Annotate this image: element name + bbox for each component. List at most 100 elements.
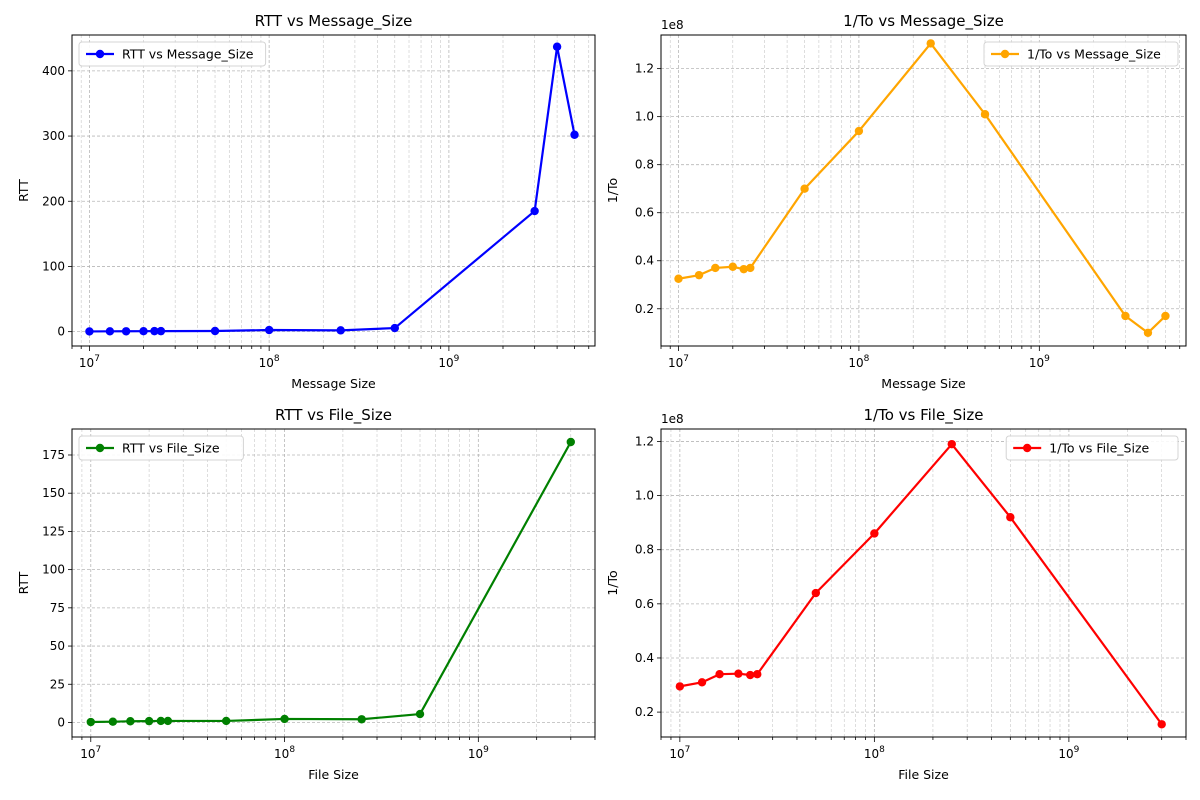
data-point — [728, 262, 737, 271]
y-tick-label: 400 — [42, 64, 65, 78]
data-point — [156, 326, 166, 336]
legend: RTT vs File_Size — [78, 435, 244, 461]
data-point — [746, 670, 755, 680]
data-point — [108, 717, 118, 726]
series-line — [90, 441, 572, 724]
x-tick-label: 108 — [864, 745, 885, 761]
data-point — [1161, 311, 1170, 321]
chart-title: 1/To vs File_Size — [863, 406, 983, 425]
x-axis-label: Message Size — [881, 376, 966, 391]
data-point — [144, 716, 154, 726]
data-point — [1121, 311, 1130, 321]
data-point — [800, 184, 809, 193]
data-point — [1157, 720, 1166, 729]
y-scale-label: 1e8 — [661, 18, 684, 32]
data-point — [711, 263, 720, 273]
chart-title: RTT vs File_Size — [275, 406, 392, 425]
y-tick-label: 200 — [42, 194, 65, 208]
data-point — [85, 327, 94, 336]
legend-marker — [1022, 443, 1032, 453]
legend-label: RTT vs File_Size — [122, 441, 220, 456]
y-tick-label: 175 — [42, 448, 65, 462]
data-series — [674, 39, 1170, 337]
data-point — [336, 326, 345, 335]
data-point — [947, 439, 956, 449]
legend: RTT vs Message_Size — [78, 41, 267, 67]
x-axis: 107 108 109 — [660, 346, 1181, 370]
x-axis: 107 108 109 — [660, 737, 1187, 761]
chart-panel-3: 107 108 109 0 25 50 75 100 125 150 175 RTT vs File_… — [16, 406, 596, 782]
data-point — [870, 529, 879, 538]
x-tick-label: 108 — [259, 354, 280, 370]
data-point — [811, 588, 821, 598]
data-point — [139, 326, 148, 336]
data-point — [210, 326, 220, 336]
y-tick-label: 0.6 — [635, 206, 654, 220]
series-line — [89, 45, 576, 333]
y-tick-label: 75 — [50, 601, 65, 615]
legend-box — [1005, 435, 1179, 461]
y-tick-label: 0.8 — [635, 543, 654, 557]
x-tick-label: 109 — [1029, 354, 1050, 370]
data-point — [552, 42, 562, 51]
y-axis-label: RTT — [16, 179, 31, 202]
y-tick-label: 125 — [42, 524, 65, 538]
y-tick-label: 1.0 — [635, 110, 654, 124]
x-tick-label: 109 — [1058, 745, 1079, 761]
data-point — [415, 709, 425, 719]
y-tick-label: 0.2 — [635, 705, 654, 719]
legend-box — [78, 41, 267, 67]
data-point — [697, 678, 707, 687]
data-point — [854, 126, 864, 136]
data-point — [390, 323, 399, 333]
x-axis-label: File Size — [898, 767, 949, 782]
plot-frame — [660, 428, 1187, 738]
data-point — [280, 714, 289, 724]
legend: 1/To vs Message_Size — [983, 41, 1179, 67]
data-point — [150, 326, 159, 336]
legend-box — [78, 435, 244, 461]
x-tick-label: 107 — [669, 745, 690, 761]
data-point — [1143, 328, 1153, 337]
grid — [71, 429, 596, 737]
y-axis-label: 1/To — [605, 178, 620, 203]
y-tick-label: 300 — [42, 129, 65, 143]
data-point — [980, 110, 990, 119]
x-tick-label: 108 — [274, 745, 295, 761]
legend-label: 1/To vs File_Size — [1049, 441, 1149, 456]
y-tick-label: 150 — [42, 486, 65, 500]
x-tick-label: 107 — [668, 354, 689, 370]
data-series — [85, 42, 579, 336]
legend-marker — [95, 443, 105, 453]
y-tick-label: 0.8 — [635, 158, 654, 172]
legend-label: 1/To vs Message_Size — [1027, 47, 1161, 62]
x-axis-label: Message Size — [291, 376, 376, 391]
grid — [660, 35, 1186, 346]
x-tick-label: 107 — [80, 745, 101, 761]
y-tick-label: 100 — [42, 259, 65, 273]
data-series — [86, 437, 575, 727]
legend-marker — [95, 49, 105, 59]
x-tick-label: 109 — [438, 354, 459, 370]
data-point — [86, 717, 95, 727]
data-point — [222, 716, 231, 726]
y-tick-label: 0 — [57, 325, 65, 339]
y-tick-label: 1.2 — [635, 62, 654, 76]
y-axis: 0 100 200 300 400 — [42, 64, 72, 339]
y-tick-label: 1.0 — [635, 489, 654, 503]
x-axis: 107 108 109 — [71, 737, 596, 761]
data-point — [715, 670, 724, 679]
series-line — [678, 42, 1167, 334]
x-tick-label: 108 — [848, 354, 869, 370]
data-point — [1006, 513, 1015, 522]
chart-panel-2: 107 108 109 0.2 0.4 0.6 0.8 1.0 1.2 1e8 1/To vs Me… — [605, 12, 1187, 391]
y-tick-label: 0.4 — [635, 254, 654, 268]
data-point — [156, 716, 166, 726]
y-axis: 0.2 0.4 0.6 0.8 1.0 1.2 — [635, 434, 661, 719]
y-tick-label: 0.4 — [635, 651, 654, 665]
plot-frame — [660, 34, 1187, 347]
chart-panel-4: 107 108 109 0.2 0.4 0.6 0.8 1.0 1.2 1e8 1/To vs Fi… — [605, 406, 1187, 782]
grid — [71, 35, 595, 346]
data-point — [264, 325, 274, 335]
data-series — [675, 439, 1166, 729]
